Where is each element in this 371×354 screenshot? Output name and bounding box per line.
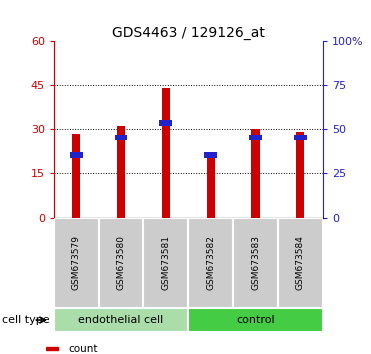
Title: GDS4463 / 129126_at: GDS4463 / 129126_at <box>112 26 265 40</box>
Bar <box>70 152 83 158</box>
Bar <box>54 308 188 332</box>
Bar <box>188 308 323 332</box>
Bar <box>160 120 172 126</box>
Text: GSM673579: GSM673579 <box>72 235 81 290</box>
Bar <box>294 135 307 140</box>
Text: GSM673582: GSM673582 <box>206 235 215 290</box>
Bar <box>162 88 170 218</box>
Bar <box>252 129 260 218</box>
Text: endothelial cell: endothelial cell <box>78 315 164 325</box>
Text: control: control <box>236 315 275 325</box>
Text: GSM673581: GSM673581 <box>161 235 170 290</box>
Bar <box>115 135 128 140</box>
Text: GSM673583: GSM673583 <box>251 235 260 290</box>
Bar <box>233 218 278 308</box>
Bar <box>204 152 217 158</box>
Bar <box>188 218 233 308</box>
Bar <box>46 348 58 350</box>
Bar <box>278 218 323 308</box>
Text: count: count <box>69 344 98 354</box>
Bar <box>99 218 144 308</box>
Text: GSM673580: GSM673580 <box>116 235 125 290</box>
Bar <box>207 153 215 218</box>
Text: cell type: cell type <box>2 315 49 325</box>
Bar <box>249 135 262 140</box>
Bar <box>54 218 99 308</box>
Bar <box>296 132 304 218</box>
Bar <box>144 218 188 308</box>
Bar <box>72 133 80 218</box>
Bar <box>117 126 125 218</box>
Text: GSM673584: GSM673584 <box>296 235 305 290</box>
